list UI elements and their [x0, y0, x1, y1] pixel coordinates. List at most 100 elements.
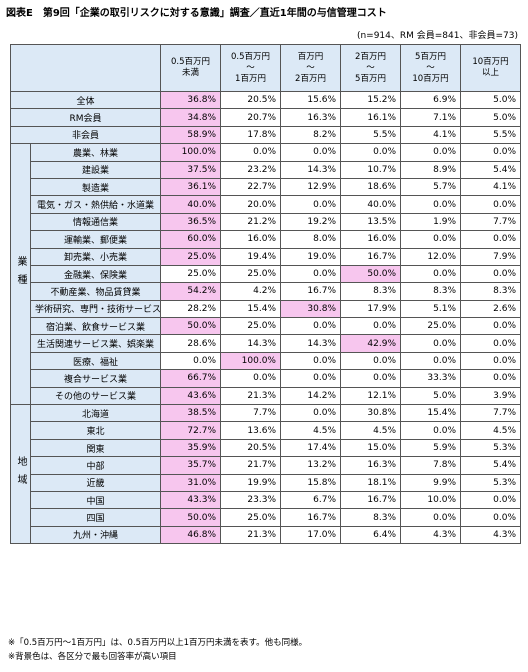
cell: 23.3% — [220, 490, 281, 510]
cell: 50.0% — [160, 317, 221, 336]
data-row: 東北 72.7% 13.6% 4.5% 4.5% 0.0% 4.5% — [11, 421, 521, 440]
cell: 13.6% — [220, 421, 281, 440]
data-row: 非会員 58.9% 17.8% 8.2% 5.5% 4.1% 5.5% — [10, 125, 521, 145]
cell: 15.0% — [340, 438, 401, 458]
cell: 0.0% — [340, 369, 401, 388]
data-row: 四国 50.0% 25.0% 16.7% 8.3% 0.0% 0.0% — [11, 508, 521, 527]
cell: 10.7% — [340, 160, 401, 179]
cell: 18.6% — [340, 177, 401, 197]
column-header: 0.5百万円 〜 1百万円 — [220, 44, 281, 92]
data-row: 製造業 36.1% 22.7% 12.9% 18.6% 5.7% 4.1% — [11, 177, 521, 197]
cell: 21.7% — [220, 456, 281, 475]
group-label: 地域 — [10, 404, 31, 545]
data-row: RM会員 34.8% 20.7% 16.3% 16.1% 7.1% 5.0% — [10, 108, 521, 127]
cell: 5.3% — [460, 438, 521, 458]
cell: 16.7% — [340, 490, 401, 510]
cell: 15.4% — [400, 404, 461, 423]
cell: 0.0% — [460, 508, 521, 527]
cell: 0.0% — [400, 508, 461, 527]
cell: 30.8% — [280, 299, 341, 319]
data-row: 関東 35.9% 20.5% 17.4% 15.0% 5.9% 5.3% — [11, 438, 521, 458]
cell: 12.0% — [400, 247, 461, 266]
cell: 0.0% — [460, 351, 521, 371]
cell: 15.8% — [280, 473, 341, 492]
footnote: ※「0.5百万円～1百万円」は、0.5百万円以上1百万円未満を表す。他も同様。 — [8, 638, 308, 648]
row-label: 複合サービス業 — [30, 369, 161, 388]
row-label: 金融業、保険業 — [30, 264, 161, 284]
cell: 36.8% — [160, 90, 221, 110]
cell: 12.9% — [280, 177, 341, 197]
cell: 8.9% — [400, 160, 461, 179]
cell: 5.3% — [460, 473, 521, 492]
cell: 40.0% — [340, 195, 401, 214]
cell: 37.5% — [160, 160, 221, 179]
cell: 4.3% — [400, 525, 461, 545]
row-label: 製造業 — [30, 177, 161, 197]
cell: 5.9% — [400, 438, 461, 458]
cell: 8.3% — [340, 508, 401, 527]
cell: 16.7% — [280, 508, 341, 527]
cell: 0.0% — [400, 264, 461, 284]
column-header: 10百万円 以上 — [460, 44, 521, 92]
cell: 17.9% — [340, 299, 401, 319]
cell: 42.9% — [340, 334, 401, 353]
cell: 0.0% — [220, 143, 281, 162]
cell: 46.8% — [160, 525, 221, 545]
group-label: 業種 — [10, 143, 31, 406]
row-label: 電気・ガス・熱供給・水道業 — [30, 195, 161, 214]
header-row: 0.5百万円 未満 0.5百万円 〜 1百万円 百万円 〜 2百万円 2百万円 〜 5… — [10, 44, 521, 92]
row-label: 全体 — [10, 90, 161, 110]
data-row: 地域 北海道 38.5% 7.7% 0.0% 30.8% 15.4% 7.7% — [10, 404, 521, 545]
cell: 7.7% — [460, 404, 521, 423]
cell: 5.4% — [460, 160, 521, 179]
row-label: 非会員 — [10, 125, 161, 145]
cell: 12.1% — [340, 386, 401, 406]
cell: 28.2% — [160, 299, 221, 319]
data-row: 宿泊業、飲食サービス業 50.0% 25.0% 0.0% 0.0% 25.0% 0.0% — [11, 317, 521, 336]
cell: 7.7% — [460, 212, 521, 232]
cell: 35.9% — [160, 438, 221, 458]
cell: 14.3% — [280, 334, 341, 353]
cell: 16.1% — [340, 108, 401, 127]
cell: 0.0% — [460, 317, 521, 336]
cell: 0.0% — [280, 195, 341, 214]
cell: 16.3% — [340, 456, 401, 475]
row-label: 農業、林業 — [30, 143, 161, 162]
title: 図表E 第9回「企業の取引リスクに対する意識」調査／直近1年間の与信管理コスト — [6, 8, 387, 19]
cell: 0.0% — [280, 264, 341, 284]
cell: 36.5% — [160, 212, 221, 232]
cell: 0.0% — [460, 369, 521, 388]
cell: 14.3% — [220, 334, 281, 353]
cell: 23.2% — [220, 160, 281, 179]
data-row: 金融業、保険業 25.0% 25.0% 0.0% 50.0% 0.0% 0.0% — [11, 264, 521, 284]
cell: 20.5% — [220, 438, 281, 458]
row-label: 九州・沖縄 — [30, 525, 161, 545]
row-label: 不動産業、物品賃貸業 — [30, 282, 161, 301]
row-label: 生活関連サービス業、娯楽業 — [30, 334, 161, 353]
cell: 54.2% — [160, 282, 221, 301]
cell: 5.0% — [460, 108, 521, 127]
cell: 25.0% — [160, 247, 221, 266]
cell: 8.3% — [400, 282, 461, 301]
data-row: 建設業 37.5% 23.2% 14.3% 10.7% 8.9% 5.4% — [11, 160, 521, 179]
data-row: 不動産業、物品賃貸業 54.2% 4.2% 16.7% 8.3% 8.3% 8.3% — [11, 282, 521, 301]
cell: 0.0% — [340, 317, 401, 336]
cell: 8.2% — [280, 125, 341, 145]
cell: 50.0% — [340, 264, 401, 284]
cell: 31.0% — [160, 473, 221, 492]
cell: 15.2% — [340, 90, 401, 110]
cell: 17.0% — [280, 525, 341, 545]
cell: 4.1% — [400, 125, 461, 145]
cell: 3.9% — [460, 386, 521, 406]
row-label: 関東 — [30, 438, 161, 458]
data-row: 学術研究、専門・技術サービス業 28.2% 15.4% 30.8% 17.9% 5.1% 2… — [11, 299, 521, 319]
cell: 25.0% — [160, 264, 221, 284]
data-row: 生活関連サービス業、娯楽業 28.6% 14.3% 14.3% 42.9% 0.0% 0.0… — [11, 334, 521, 353]
cell: 16.3% — [280, 108, 341, 127]
cell: 7.1% — [400, 108, 461, 127]
cell: 100.0% — [220, 351, 281, 371]
cell: 0.0% — [160, 351, 221, 371]
cell: 36.1% — [160, 177, 221, 197]
cell: 43.3% — [160, 490, 221, 510]
